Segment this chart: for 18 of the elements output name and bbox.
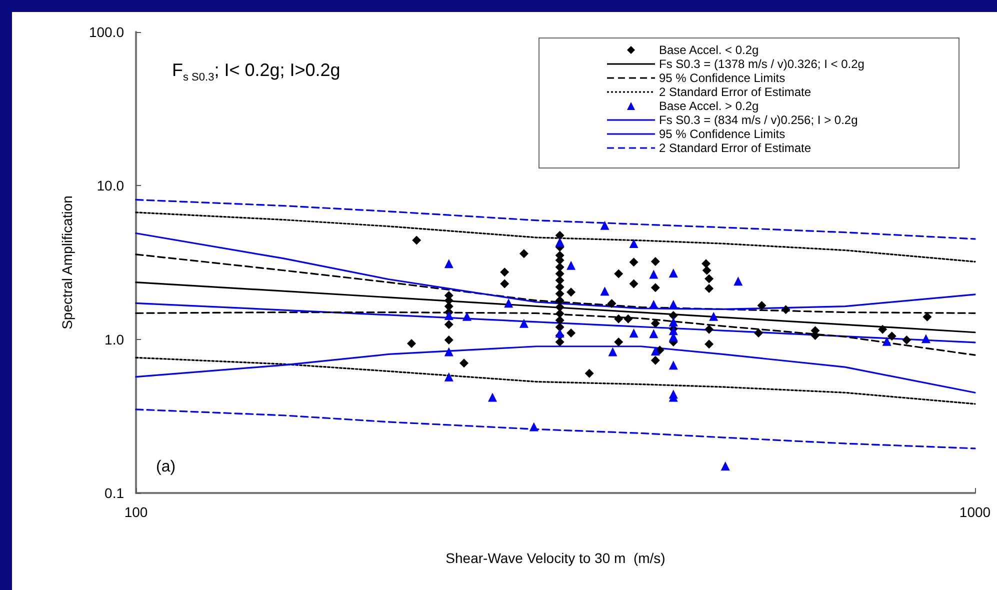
x-tick-label: 100 <box>124 504 148 520</box>
annotation: (a) <box>156 458 176 476</box>
y-tick-label: 10.0 <box>96 178 124 194</box>
legend-label: 2 Standard Error of Estimate <box>659 85 812 99</box>
legend-label: Base Accel. > 0.2g <box>659 99 759 113</box>
legend-label: Base Accel. < 0.2g <box>659 43 759 57</box>
legend-label: 95 % Confidence Limits <box>659 71 786 85</box>
x-tick-label: 1000 <box>959 504 991 520</box>
y-tick-label: 1.0 <box>104 331 124 348</box>
x-axis-title: Shear-Wave Velocity to 30 m (m/s) <box>446 550 666 566</box>
legend-label: 95 % Confidence Limits <box>659 127 786 141</box>
legend-label: Fs S0.3 = (1378 m/s / v)0.326; I < 0.2g <box>659 57 864 71</box>
text: F$_{s S0.3}$; I< 0.2g; I>0.2g <box>172 60 340 84</box>
y-tick-label: 100.0 <box>88 24 124 40</box>
y-axis-title: Spectral Amplification <box>59 196 75 330</box>
y-tick-label: 0.1 <box>104 485 124 501</box>
legend-label: 2 Standard Error of Estimate <box>659 141 812 155</box>
legend-label: Fs S0.3 = (834 m/s / v)0.256; I > 0.2g <box>659 113 858 127</box>
